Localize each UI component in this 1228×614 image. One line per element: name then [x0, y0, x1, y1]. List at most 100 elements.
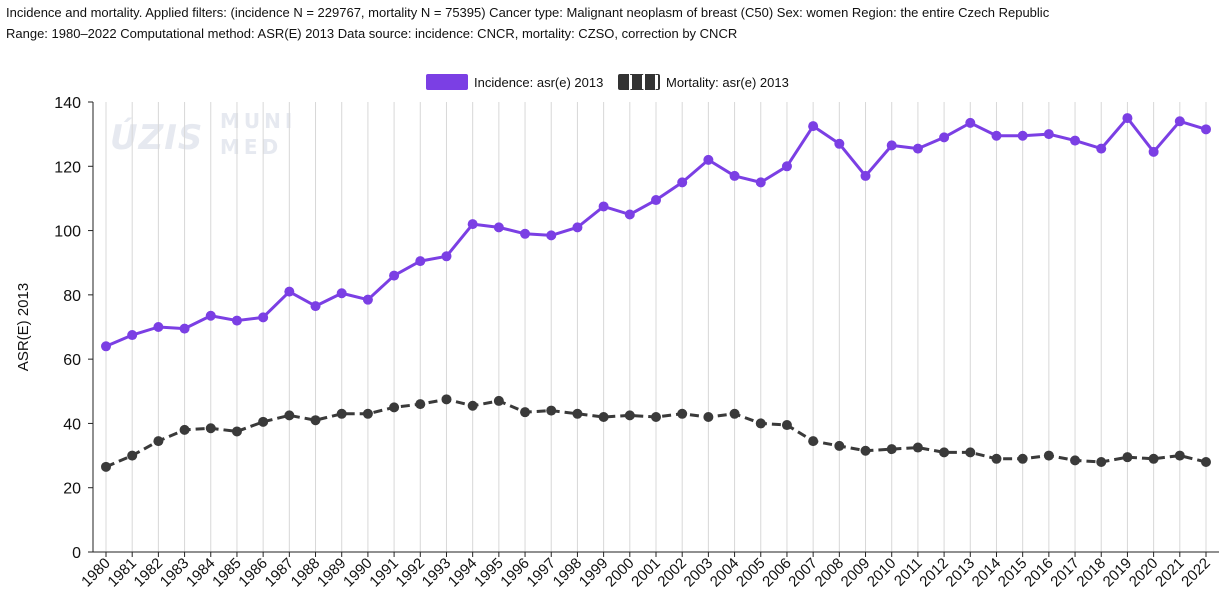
mortality-point[interactable]	[808, 436, 819, 447]
mortality-point[interactable]	[362, 408, 373, 419]
mortality-point[interactable]	[336, 408, 347, 419]
mortality-point[interactable]	[991, 453, 1002, 464]
mortality-point[interactable]	[1017, 453, 1028, 464]
x-tick-label: 2019	[1100, 555, 1136, 591]
mortality-point[interactable]	[546, 405, 557, 416]
x-tick-label: 2021	[1152, 555, 1188, 591]
incidence-point[interactable]	[624, 209, 635, 220]
mortality-point[interactable]	[231, 426, 242, 437]
mortality-point[interactable]	[860, 445, 871, 456]
incidence-point[interactable]	[441, 251, 452, 262]
incidence-point[interactable]	[755, 177, 766, 188]
mortality-point[interactable]	[284, 410, 295, 421]
grid-lines	[105, 102, 1207, 552]
x-tick-label: 2011	[891, 555, 926, 590]
mortality-point[interactable]	[598, 412, 609, 422]
mortality-point[interactable]	[493, 395, 504, 406]
mortality-point[interactable]	[1096, 457, 1107, 467]
mortality-point[interactable]	[441, 394, 452, 405]
incidence-point[interactable]	[572, 222, 583, 233]
mortality-point[interactable]	[127, 450, 138, 461]
x-tick-label: 2001	[628, 555, 664, 591]
incidence-point[interactable]	[258, 312, 269, 323]
mortality-point[interactable]	[912, 442, 923, 453]
incidence-point[interactable]	[467, 219, 478, 230]
x-tick-label: 2012	[916, 555, 952, 591]
legend-item-mortality[interactable]: Mortality: asr(e) 2013	[618, 70, 789, 94]
legend-item-incidence[interactable]: Incidence: asr(e) 2013	[426, 70, 603, 94]
incidence-point[interactable]	[127, 330, 138, 341]
incidence-point[interactable]	[310, 301, 321, 312]
mortality-point[interactable]	[677, 408, 688, 419]
x-tick-label: 2002	[654, 555, 690, 591]
mortality-point[interactable]	[1174, 450, 1185, 461]
incidence-point[interactable]	[231, 315, 242, 326]
mortality-point[interactable]	[1122, 452, 1133, 463]
x-tick-label: 1999	[576, 555, 612, 591]
mortality-point[interactable]	[1148, 453, 1159, 464]
incidence-point[interactable]	[781, 161, 792, 172]
mortality-point[interactable]	[389, 402, 400, 413]
incidence-point[interactable]	[965, 117, 976, 128]
incidence-point[interactable]	[179, 323, 190, 334]
x-axis-ticks: 1980198119821983198419851986198719881989…	[78, 552, 1214, 590]
mortality-point[interactable]	[703, 412, 714, 422]
incidence-point[interactable]	[1096, 143, 1107, 154]
incidence-point[interactable]	[598, 201, 609, 212]
mortality-point[interactable]	[179, 424, 190, 435]
mortality-point[interactable]	[101, 461, 111, 472]
incidence-point[interactable]	[860, 170, 871, 181]
mortality-point[interactable]	[755, 418, 766, 429]
incidence-point[interactable]	[1122, 113, 1133, 124]
incidence-point[interactable]	[677, 177, 688, 188]
incidence-point[interactable]	[362, 294, 373, 305]
incidence-point[interactable]	[1043, 129, 1054, 140]
filters-line-2: Range: 1980–2022 Computational method: A…	[6, 26, 738, 41]
incidence-point[interactable]	[336, 288, 347, 299]
incidence-point[interactable]	[284, 286, 295, 297]
mortality-point[interactable]	[415, 399, 426, 410]
incidence-point[interactable]	[1174, 116, 1185, 127]
y-axis-ticks: 0 20 40 60 80 100 120 140	[54, 95, 93, 562]
incidence-point[interactable]	[834, 138, 845, 149]
incidence-point[interactable]	[991, 130, 1002, 141]
incidence-point[interactable]	[546, 230, 557, 241]
mortality-point[interactable]	[1070, 455, 1081, 466]
mortality-point[interactable]	[572, 408, 583, 419]
incidence-point[interactable]	[153, 322, 164, 332]
incidence-point[interactable]	[912, 143, 923, 154]
incidence-point[interactable]	[808, 121, 819, 132]
mortality-point[interactable]	[834, 440, 845, 451]
incidence-point[interactable]	[1201, 124, 1211, 135]
incidence-point[interactable]	[389, 270, 400, 281]
mortality-point[interactable]	[886, 444, 897, 455]
mortality-point[interactable]	[781, 420, 792, 431]
mortality-point[interactable]	[651, 412, 661, 422]
mortality-point[interactable]	[939, 447, 950, 458]
incidence-point[interactable]	[1070, 135, 1081, 146]
incidence-point[interactable]	[101, 341, 111, 352]
incidence-point[interactable]	[703, 154, 714, 165]
incidence-point[interactable]	[886, 140, 897, 151]
incidence-point[interactable]	[939, 132, 950, 143]
mortality-point[interactable]	[1043, 450, 1054, 461]
incidence-point[interactable]	[520, 228, 531, 239]
mortality-point[interactable]	[310, 415, 321, 426]
mortality-point[interactable]	[624, 410, 635, 421]
x-tick-label: 2009	[838, 555, 874, 591]
incidence-point[interactable]	[729, 170, 740, 181]
incidence-point[interactable]	[1148, 146, 1159, 157]
mortality-point[interactable]	[258, 416, 269, 427]
incidence-point[interactable]	[493, 222, 504, 233]
incidence-point[interactable]	[651, 195, 661, 206]
incidence-point[interactable]	[1017, 130, 1028, 141]
mortality-point[interactable]	[1201, 457, 1211, 467]
mortality-point[interactable]	[965, 447, 976, 458]
incidence-point[interactable]	[415, 256, 426, 267]
mortality-point[interactable]	[729, 408, 740, 419]
mortality-point[interactable]	[467, 400, 478, 411]
mortality-point[interactable]	[520, 407, 531, 418]
mortality-point[interactable]	[153, 436, 164, 447]
mortality-point[interactable]	[205, 423, 216, 434]
incidence-point[interactable]	[205, 310, 216, 321]
